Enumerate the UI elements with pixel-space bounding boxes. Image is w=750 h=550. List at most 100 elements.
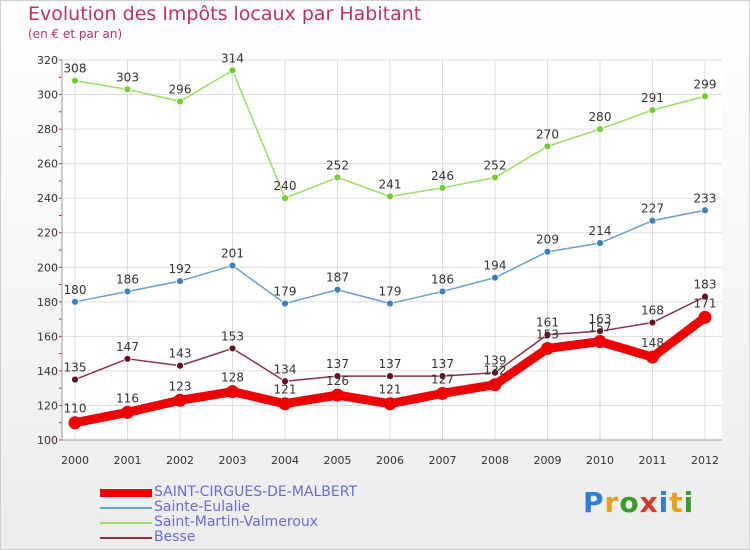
- data-point: [176, 361, 184, 370]
- proxiti-logo: Proxiti: [583, 486, 694, 519]
- data-point: [71, 76, 79, 85]
- data-label: 308: [64, 62, 87, 76]
- data-point: [333, 173, 342, 182]
- data-point: [68, 416, 82, 430]
- data-point: [71, 297, 79, 306]
- data-point: [226, 385, 239, 399]
- data-point: [491, 368, 499, 377]
- data-label: 192: [169, 262, 192, 276]
- legend-swatch: [100, 537, 152, 539]
- data-point: [331, 388, 344, 402]
- data-label: 116: [116, 391, 139, 405]
- data-label: 180: [64, 283, 87, 297]
- data-label: 291: [641, 91, 664, 105]
- data-label: 123: [169, 379, 192, 393]
- data-label: 179: [379, 285, 402, 299]
- data-label: 296: [169, 82, 192, 96]
- data-label: 252: [326, 158, 349, 172]
- data-label: 179: [274, 285, 297, 299]
- data-label: 314: [221, 51, 244, 65]
- data-label: 153: [536, 327, 559, 341]
- data-point: [438, 287, 447, 296]
- data-point: [491, 173, 499, 182]
- y-tick-label: 160: [37, 330, 58, 343]
- data-point: [333, 372, 342, 380]
- data-point: [383, 397, 397, 411]
- data-label: 241: [379, 177, 402, 191]
- data-point: [543, 247, 552, 256]
- data-label: 227: [641, 202, 664, 216]
- data-label: 214: [589, 224, 612, 238]
- data-point: [596, 239, 604, 247]
- data-point: [281, 194, 289, 203]
- legend-swatch: [100, 507, 152, 509]
- logo-letter: i: [658, 486, 670, 519]
- legend-item: Saint-Martin-Valmeroux: [100, 514, 400, 530]
- chart-subtitle: (en € et par an): [28, 27, 123, 41]
- y-tick-label: 200: [37, 261, 58, 274]
- x-tick-label: 2005: [324, 454, 352, 467]
- x-tick-label: 2000: [61, 454, 89, 467]
- data-point: [543, 142, 552, 151]
- logo-letter: t: [669, 486, 684, 519]
- data-label: 163: [589, 312, 612, 326]
- data-point: [278, 397, 292, 411]
- legend-label: Besse: [154, 529, 196, 545]
- x-tick-label: 2003: [219, 454, 247, 467]
- legend-swatch: [100, 522, 152, 524]
- legend-label: SAINT-CIRGUES-DE-MALBERT: [154, 484, 357, 500]
- data-label: 147: [116, 340, 139, 354]
- data-point: [543, 330, 552, 339]
- logo-letter: i: [683, 486, 695, 519]
- data-point: [228, 66, 237, 75]
- data-label: 121: [379, 383, 402, 397]
- y-tick-label: 180: [37, 296, 58, 309]
- data-label: 171: [694, 296, 717, 310]
- data-label: 137: [431, 357, 454, 371]
- data-point: [176, 97, 184, 106]
- legend-item: Besse: [100, 529, 400, 545]
- data-point: [123, 287, 132, 296]
- data-label: 121: [274, 383, 297, 397]
- logo-letter: r: [604, 486, 620, 519]
- data-label: 134: [274, 362, 297, 376]
- data-point: [596, 125, 604, 133]
- data-point: [648, 216, 657, 225]
- data-label: 135: [64, 361, 87, 375]
- x-tick-label: 2011: [639, 454, 667, 467]
- y-tick-label: 320: [37, 54, 58, 67]
- data-label: 270: [536, 127, 559, 141]
- data-label: 137: [326, 357, 349, 371]
- data-point: [333, 285, 342, 294]
- data-label: 201: [221, 247, 244, 261]
- x-tick-label: 2007: [429, 454, 457, 467]
- data-point: [281, 377, 289, 386]
- data-label: 194: [484, 259, 507, 273]
- data-point: [596, 327, 604, 336]
- data-label: 246: [431, 169, 454, 183]
- axes: 100 120 140 160 180 200 220 240 260 280 300 320 2000…: [37, 54, 722, 467]
- x-tick-label: 2002: [166, 454, 194, 467]
- data-point: [646, 350, 659, 364]
- data-point: [648, 106, 657, 114]
- data-point: [491, 273, 499, 282]
- data-point: [701, 206, 709, 215]
- x-tick-label: 2001: [114, 454, 142, 467]
- data-label: 209: [536, 233, 559, 247]
- data-label: 186: [431, 272, 454, 286]
- x-tick-label: 2012: [691, 454, 719, 467]
- data-label: 143: [169, 347, 192, 361]
- legend-label: Saint-Martin-Valmeroux: [154, 514, 319, 530]
- data-point: [228, 344, 237, 353]
- legend: SAINT-CIRGUES-DE-MALBERT Sainte-Eulalie Sa…: [100, 484, 400, 545]
- data-label: 186: [116, 272, 139, 286]
- series-points: [68, 66, 712, 430]
- data-label: 148: [641, 336, 664, 350]
- data-label: 128: [221, 371, 244, 385]
- data-point: [541, 341, 554, 355]
- y-tick-label: 120: [37, 399, 58, 412]
- data-point: [438, 183, 447, 192]
- legend-swatch: [100, 489, 152, 497]
- data-label: 303: [116, 70, 139, 84]
